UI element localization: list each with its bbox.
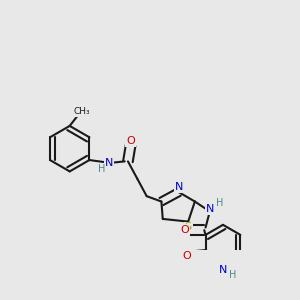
- Text: O: O: [182, 251, 191, 261]
- Text: CH₃: CH₃: [74, 107, 90, 116]
- Text: N: N: [104, 158, 113, 168]
- Text: H: H: [216, 198, 223, 208]
- Text: N: N: [206, 204, 214, 214]
- Text: N: N: [219, 265, 227, 275]
- Text: H: H: [98, 164, 106, 174]
- Text: S: S: [184, 223, 192, 232]
- Text: N: N: [175, 182, 183, 192]
- Text: O: O: [180, 225, 189, 235]
- Text: O: O: [126, 136, 135, 146]
- Text: H: H: [230, 270, 237, 280]
